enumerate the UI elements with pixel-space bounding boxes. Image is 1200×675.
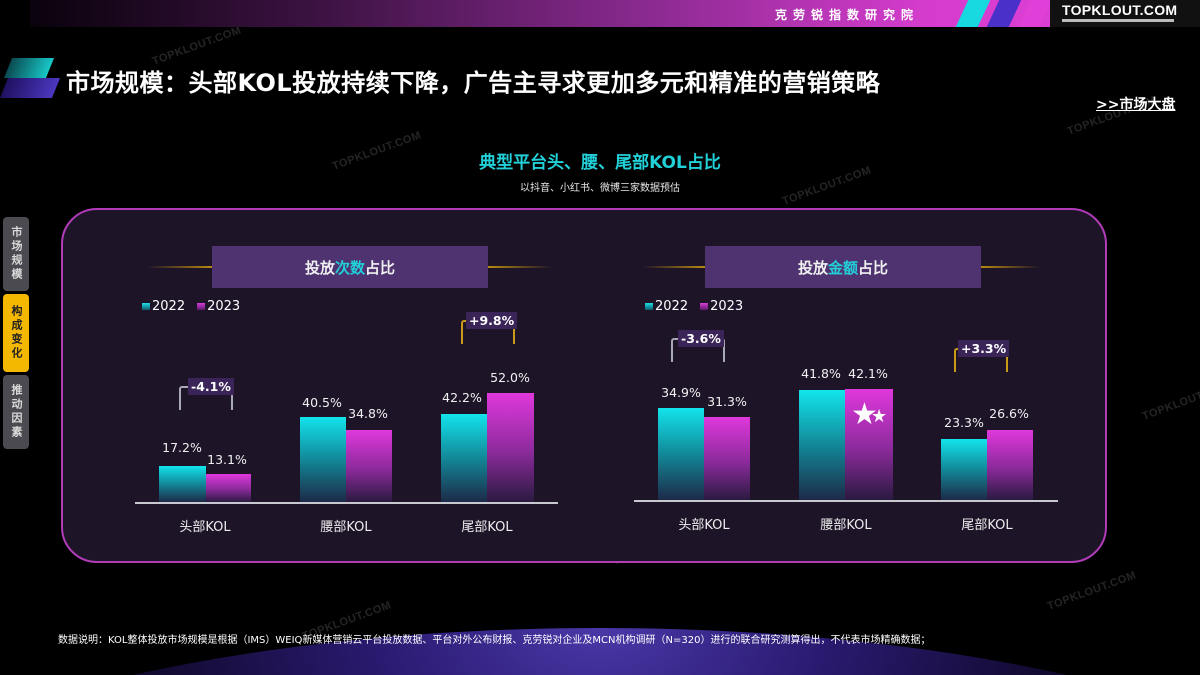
logo-tagline-bar xyxy=(1062,19,1174,22)
header-text: 投放 xyxy=(304,258,335,277)
bar-count-tail-2023 xyxy=(487,393,534,502)
diff-label-head: -3.6% xyxy=(678,330,724,347)
diff-label-head: -4.1% xyxy=(188,378,234,395)
data-footnote: 数据说明：KOL整体投放市场规模是根据（IMS）WEIQ新媒体营销云平台投放数据… xyxy=(58,635,931,646)
title-decor-icon xyxy=(0,58,61,102)
header-text: 占比 xyxy=(365,258,396,277)
side-nav-item-composition-change[interactable]: 构成变化 xyxy=(3,294,29,372)
legend-swatch-2023 xyxy=(700,303,709,310)
value-label: 17.2% xyxy=(162,440,202,455)
legend-label-2022: 2022 xyxy=(152,299,186,314)
category-label: 尾部KOL xyxy=(461,520,513,535)
value-label: 31.3% xyxy=(707,394,747,409)
value-label: 42.2% xyxy=(442,390,482,405)
header-decor-line xyxy=(980,266,1040,268)
legend-label-2022: 2022 xyxy=(655,299,689,314)
header-text: 投放 xyxy=(797,258,828,277)
category-label: 头部KOL xyxy=(179,520,231,535)
header-decor-line xyxy=(642,266,706,268)
chart-section-subtitle: 以抖音、小红书、微博三家数据预估 xyxy=(520,183,680,194)
header-highlight: 金额 xyxy=(827,258,858,277)
bar-amount-tail-2023 xyxy=(987,430,1033,500)
legend-swatch-2022 xyxy=(645,303,653,310)
star-icon: ★ xyxy=(851,397,878,432)
header-text: 占比 xyxy=(858,258,889,277)
star-icon: ★ xyxy=(871,406,888,427)
value-label: 42.1% xyxy=(848,366,888,381)
bar-amount-waist-2022 xyxy=(799,390,845,500)
bar-amount-head-2022 xyxy=(658,408,704,500)
category-label: 尾部KOL xyxy=(961,518,1013,533)
bar-count-waist-2023 xyxy=(346,430,392,502)
bar-count-head-2023 xyxy=(206,474,251,502)
right-chart-legend: 2022 2023 xyxy=(645,299,743,314)
category-label: 头部KOL xyxy=(678,518,730,533)
side-nav: 市场规模 构成变化 推动因素 xyxy=(3,217,29,452)
legend-label-2023: 2023 xyxy=(207,299,241,314)
logo-text: TOPKLOUT.COM xyxy=(1062,2,1178,18)
header-decor-line xyxy=(147,266,213,268)
bar-count-tail-2022 xyxy=(441,414,487,502)
category-label: 腰部KOL xyxy=(320,520,372,535)
value-label: 34.8% xyxy=(348,406,388,421)
brand-logo: TOPKLOUT.COM xyxy=(1050,0,1200,27)
diff-label-tail: +9.8% xyxy=(466,312,518,329)
category-label: 腰部KOL xyxy=(820,518,872,533)
value-label: 41.8% xyxy=(801,366,841,381)
value-label: 52.0% xyxy=(490,370,530,385)
header-highlight: 次数 xyxy=(334,258,365,277)
right-chart-header: 投放 金额 占比 xyxy=(705,246,981,288)
legend-swatch-2023 xyxy=(197,303,206,310)
watermark: TOPKLOUT.COM xyxy=(1045,569,1139,613)
bar-amount-tail-2022 xyxy=(941,439,987,500)
value-label: 23.3% xyxy=(944,415,984,430)
diff-label-tail: +3.3% xyxy=(958,340,1010,357)
chart-section-title: 典型平台头、腰、尾部KOL占比 xyxy=(479,153,721,173)
page-title: 市场规模：头部KOL投放持续下降，广告主寻求更加多元和精准的营销策略 xyxy=(66,69,881,97)
side-nav-item-driving-factors[interactable]: 推动因素 xyxy=(3,375,29,449)
org-name: 克劳锐指数研究院 xyxy=(775,8,920,22)
side-nav-item-market-size[interactable]: 市场规模 xyxy=(3,217,29,291)
bar-count-head-2022 xyxy=(159,466,206,502)
market-overview-link[interactable]: >>市场大盘 xyxy=(1096,97,1176,113)
bar-amount-waist-2023 xyxy=(845,389,893,500)
left-chart-legend: 2022 2023 xyxy=(142,299,240,314)
header-decor-line xyxy=(488,266,552,268)
value-label: 26.6% xyxy=(989,406,1029,421)
left-chart-header: 投放 次数 占比 xyxy=(212,246,488,288)
bar-amount-head-2023 xyxy=(704,417,750,500)
value-label: 40.5% xyxy=(302,395,342,410)
x-axis-line xyxy=(135,502,558,504)
legend-label-2023: 2023 xyxy=(710,299,744,314)
bar-count-waist-2022 xyxy=(300,417,346,502)
value-label: 13.1% xyxy=(207,452,247,467)
legend-swatch-2022 xyxy=(142,303,150,310)
value-label: 34.9% xyxy=(661,385,701,400)
x-axis-line xyxy=(634,500,1058,502)
watermark: TOPKLOUT.COM xyxy=(150,24,244,68)
watermark: TOPKLOUT.COM xyxy=(1140,379,1200,423)
